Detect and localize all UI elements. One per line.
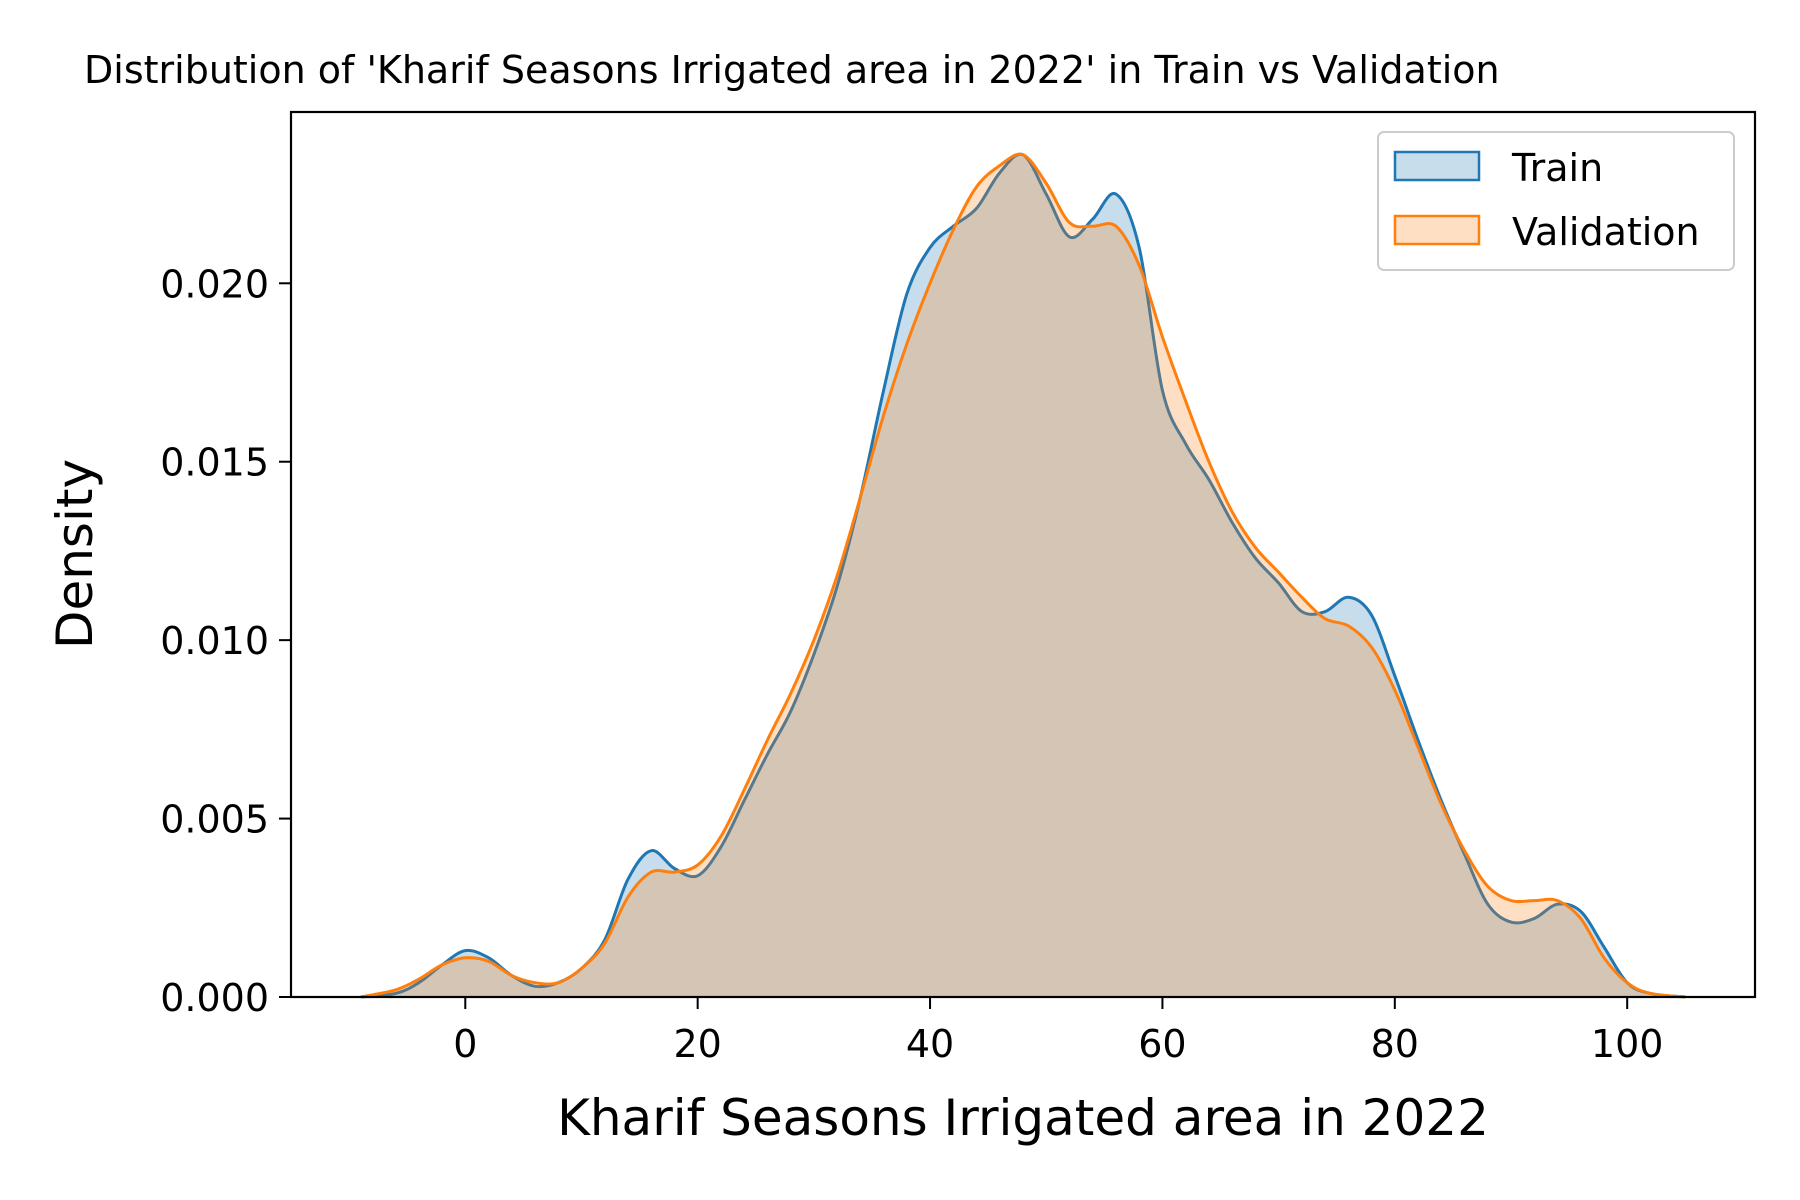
y-axis: 0.000 0.005 0.010 0.015 0.020 bbox=[160, 262, 291, 1020]
plot-frame bbox=[289, 110, 1757, 999]
density-area-validation bbox=[360, 154, 1686, 997]
x-tick-label: 40 bbox=[906, 1022, 954, 1066]
chart-title: Distribution of 'Kharif Seasons Irrigate… bbox=[84, 48, 1500, 92]
density-area-train bbox=[360, 154, 1686, 997]
legend-label-validation: Validation bbox=[1512, 210, 1700, 254]
y-tick-label: 0.010 bbox=[160, 619, 269, 663]
x-tick-label: 0 bbox=[453, 1022, 477, 1066]
y-tick-label: 0.015 bbox=[160, 441, 269, 485]
x-axis: 0 20 40 60 80 100 bbox=[453, 997, 1663, 1066]
y-axis-label: Density bbox=[46, 459, 104, 649]
x-tick-label: 80 bbox=[1371, 1022, 1419, 1066]
plot-area bbox=[360, 152, 1686, 999]
x-axis-label: Kharif Seasons Irrigated area in 2022 bbox=[557, 1089, 1489, 1147]
legend: Train Validation bbox=[1377, 131, 1735, 271]
x-tick-label: 20 bbox=[673, 1022, 721, 1066]
legend-swatch-train bbox=[1393, 150, 1481, 182]
legend-swatch-validation bbox=[1393, 214, 1481, 246]
y-tick-label: 0.000 bbox=[160, 976, 269, 1020]
legend-label-train: Train bbox=[1511, 146, 1603, 190]
legend-box bbox=[1377, 131, 1735, 271]
x-tick-label: 60 bbox=[1138, 1022, 1186, 1066]
x-tick-label: 100 bbox=[1591, 1022, 1664, 1066]
y-tick-label: 0.005 bbox=[160, 798, 269, 842]
density-line-validation bbox=[360, 152, 1686, 999]
y-tick-label: 0.020 bbox=[160, 262, 269, 306]
